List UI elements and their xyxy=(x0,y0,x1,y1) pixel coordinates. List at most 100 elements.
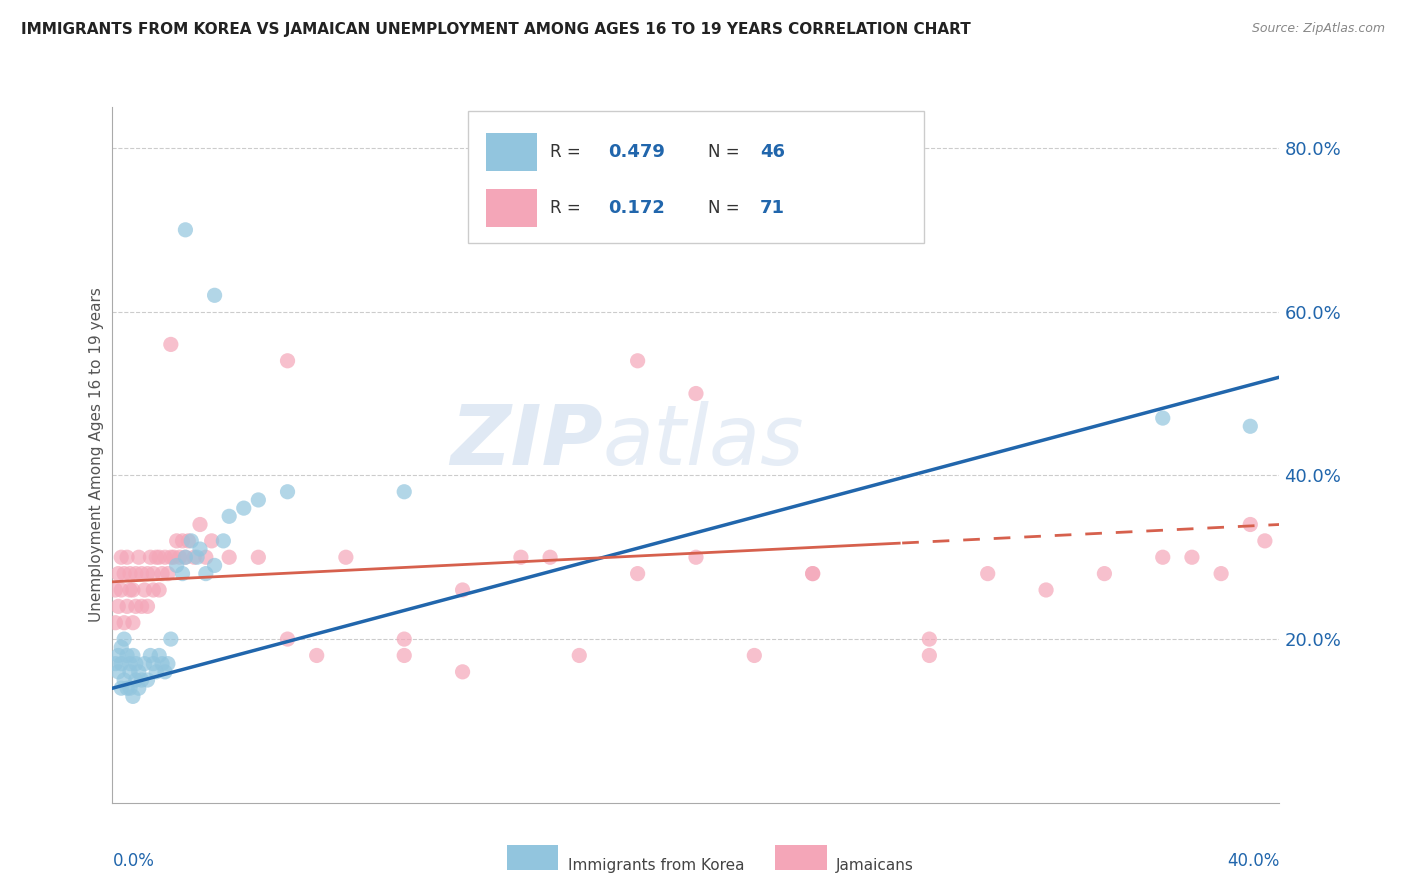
Point xyxy=(125,657,148,671)
Point xyxy=(172,533,194,548)
Point xyxy=(128,665,150,679)
FancyBboxPatch shape xyxy=(508,846,558,871)
Point xyxy=(218,550,240,565)
Text: R =: R = xyxy=(550,144,586,161)
Point xyxy=(110,582,132,597)
Point xyxy=(142,657,165,671)
Point xyxy=(392,484,416,499)
Point xyxy=(194,566,217,581)
Point xyxy=(104,582,127,597)
FancyBboxPatch shape xyxy=(486,189,537,227)
Point xyxy=(110,657,132,671)
Point xyxy=(188,542,211,557)
Point xyxy=(1254,533,1277,548)
Point xyxy=(538,550,561,565)
Point xyxy=(115,550,138,565)
Y-axis label: Unemployment Among Ages 16 to 19 years: Unemployment Among Ages 16 to 19 years xyxy=(89,287,104,623)
Point xyxy=(134,657,156,671)
Point xyxy=(122,648,145,663)
Point xyxy=(276,632,298,646)
Point xyxy=(153,550,176,565)
Point xyxy=(112,673,135,687)
Point xyxy=(122,582,145,597)
Point xyxy=(118,681,141,696)
Point xyxy=(148,648,170,663)
Point xyxy=(1035,582,1057,597)
Point xyxy=(163,550,186,565)
Point xyxy=(136,599,159,614)
Text: R =: R = xyxy=(550,199,586,217)
Point xyxy=(204,288,226,302)
Point xyxy=(174,550,197,565)
Point xyxy=(107,648,129,663)
Point xyxy=(801,566,824,581)
Point xyxy=(218,509,240,524)
Point xyxy=(166,533,188,548)
Point xyxy=(1209,566,1232,581)
Point xyxy=(112,615,135,630)
Point xyxy=(110,640,132,655)
Point xyxy=(160,337,183,351)
Point xyxy=(232,501,254,516)
Point xyxy=(150,566,173,581)
Text: 40.0%: 40.0% xyxy=(1227,852,1279,870)
Point xyxy=(276,484,298,499)
Point xyxy=(112,632,135,646)
Point xyxy=(115,599,138,614)
Point xyxy=(1152,411,1174,425)
Point xyxy=(183,550,205,565)
Point xyxy=(118,665,141,679)
Point xyxy=(160,632,183,646)
Point xyxy=(104,615,127,630)
Point xyxy=(128,550,150,565)
Point xyxy=(118,566,141,581)
Point xyxy=(509,550,531,565)
Text: 0.172: 0.172 xyxy=(609,199,665,217)
Point xyxy=(194,550,217,565)
Text: 46: 46 xyxy=(761,144,785,161)
Point xyxy=(1181,550,1204,565)
Point xyxy=(115,648,138,663)
Point xyxy=(136,566,159,581)
Point xyxy=(107,599,129,614)
Point xyxy=(112,566,135,581)
Point xyxy=(247,550,270,565)
Point xyxy=(148,550,170,565)
Point xyxy=(276,353,298,368)
Point xyxy=(1239,419,1261,434)
Point xyxy=(186,550,208,565)
Point xyxy=(685,386,707,401)
Point xyxy=(451,582,474,597)
Point xyxy=(145,665,167,679)
Text: N =: N = xyxy=(707,199,745,217)
FancyBboxPatch shape xyxy=(486,134,537,171)
Point xyxy=(626,566,648,581)
Point xyxy=(685,550,707,565)
Point xyxy=(115,681,138,696)
Point xyxy=(118,657,141,671)
Point xyxy=(918,632,941,646)
Point xyxy=(204,558,226,573)
Point xyxy=(139,648,162,663)
Point xyxy=(142,566,165,581)
Point xyxy=(153,665,176,679)
Point xyxy=(131,599,153,614)
Text: Jamaicans: Jamaicans xyxy=(837,858,914,872)
Point xyxy=(166,558,188,573)
Point xyxy=(976,566,998,581)
Point xyxy=(1239,517,1261,532)
Point xyxy=(125,566,148,581)
Point xyxy=(177,533,200,548)
Point xyxy=(139,550,162,565)
Point xyxy=(188,517,211,532)
Point xyxy=(1092,566,1115,581)
Point xyxy=(142,582,165,597)
Point xyxy=(134,582,156,597)
Text: IMMIGRANTS FROM KOREA VS JAMAICAN UNEMPLOYMENT AMONG AGES 16 TO 19 YEARS CORRELA: IMMIGRANTS FROM KOREA VS JAMAICAN UNEMPL… xyxy=(21,22,970,37)
Text: 0.479: 0.479 xyxy=(609,144,665,161)
Point xyxy=(136,673,159,687)
Point xyxy=(122,690,145,704)
FancyBboxPatch shape xyxy=(775,846,827,871)
Point xyxy=(110,681,132,696)
Text: 71: 71 xyxy=(761,199,785,217)
